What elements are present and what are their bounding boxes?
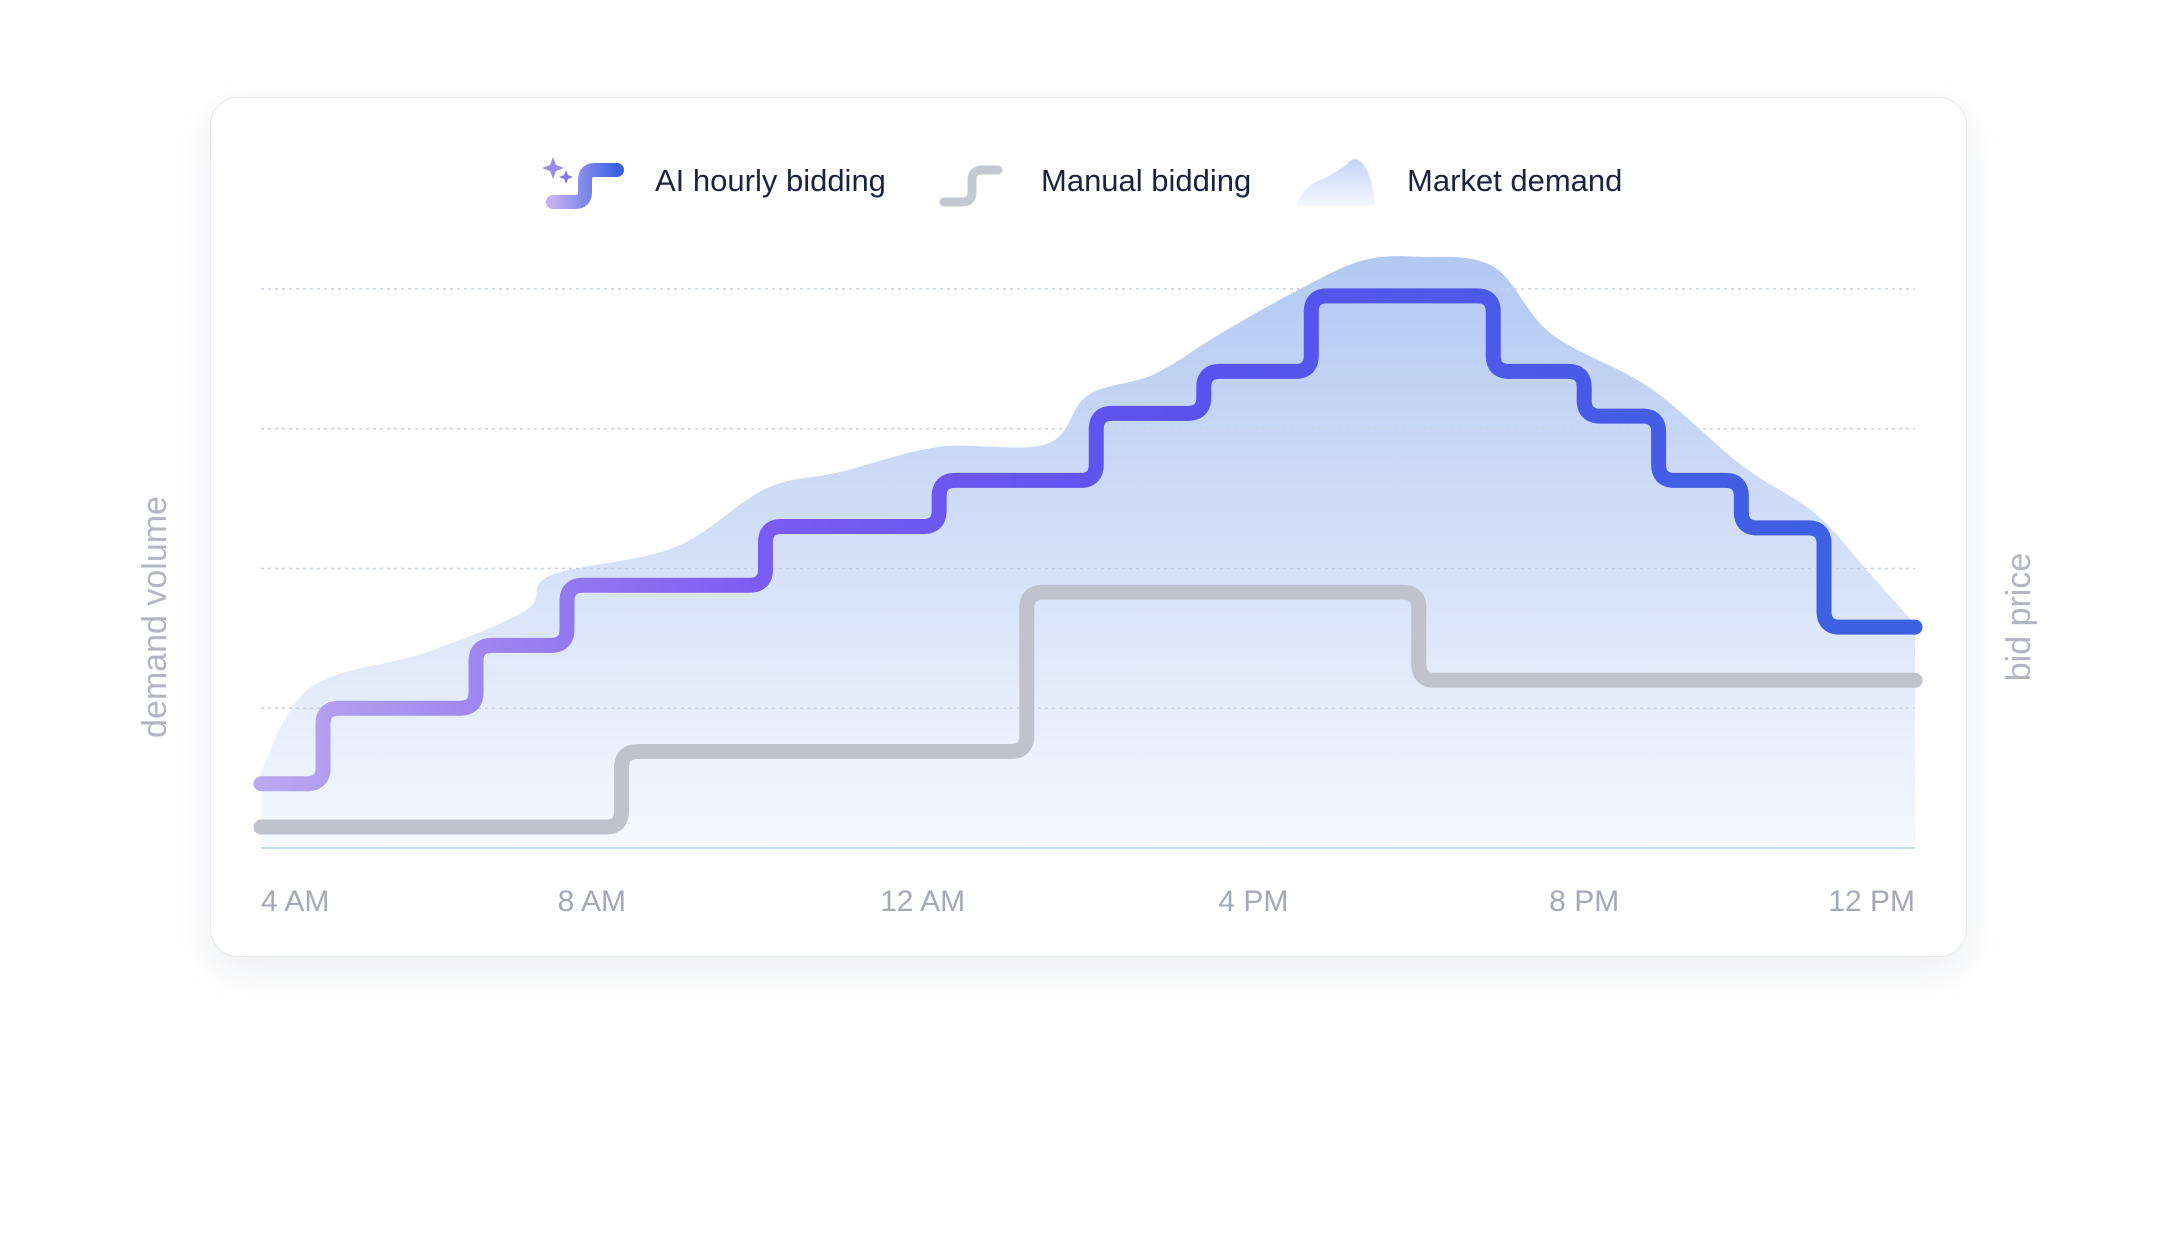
x-tick-label: 12 AM [880,885,965,918]
step-line [253,584,1923,835]
area [261,256,1915,848]
y2-axis-label: bid price [2000,553,2038,682]
x-tick-label: 12 PM [1828,885,1915,918]
legend-label: Manual bidding [1041,163,1251,198]
legend-label: Market demand [1407,163,1622,198]
x-tick-label: 8 AM [558,885,626,918]
x-tick-label: 4 AM [261,885,329,918]
x-tick-label: 4 PM [1218,885,1288,918]
step-line [253,288,1923,792]
legend-icon-manual [939,165,1003,207]
y-axis-label: demand volume [136,496,174,738]
x-tick-label: 8 PM [1549,885,1619,918]
legend-icon-area [1295,159,1375,206]
legend-label: AI hourly bidding [655,163,886,198]
legend-icon-ai [542,157,624,209]
